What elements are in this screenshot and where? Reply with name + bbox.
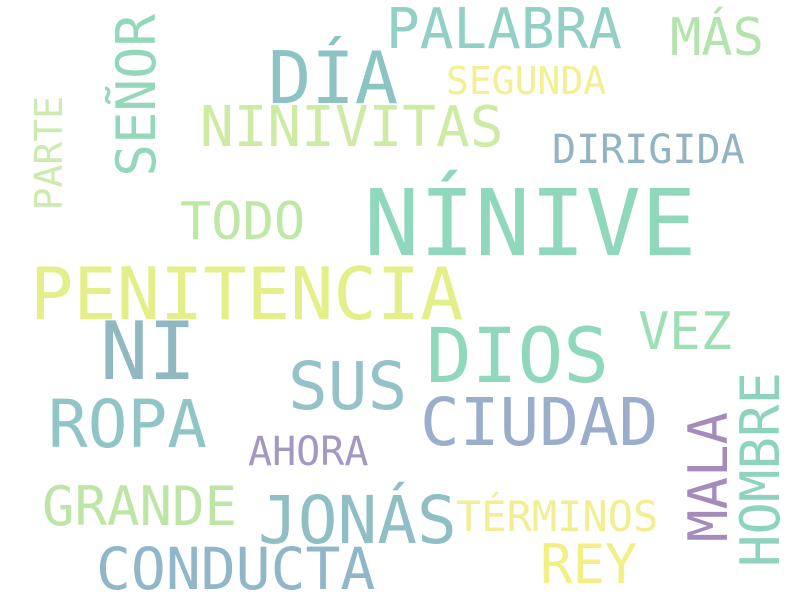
word-hombre: HOMBRE: [729, 372, 792, 568]
word-ciudad: CIUDAD: [420, 384, 659, 461]
word-dirigida: DIRIGIDA: [552, 127, 745, 173]
word-ninive: NÍNIVE: [364, 170, 697, 277]
word-dia: DÍA: [268, 36, 399, 120]
word-palabra: PALABRA: [386, 0, 623, 62]
word-parte: PARTE: [27, 96, 71, 211]
word-senor: SEÑOR: [105, 14, 168, 177]
word-penitencia: PENITENCIA: [30, 252, 464, 336]
word-jonas: JONÁS: [258, 482, 457, 559]
word-terminos: TÉRMINOS: [456, 492, 659, 541]
word-dios: DIOS: [426, 311, 610, 400]
word-ninivitas: NINIVITAS: [200, 95, 504, 160]
word-mas: MÁS: [670, 8, 764, 68]
word-rey: REY: [540, 533, 638, 596]
word-conducta: CONDUCTA: [96, 535, 376, 603]
word-sus: SUS: [288, 348, 408, 425]
word-mala: MALA: [677, 412, 740, 543]
word-ropa: ROPA: [48, 386, 207, 463]
word-ahora: AHORA: [248, 429, 369, 475]
word-ni: NI: [100, 305, 197, 398]
word-grande: GRANDE: [42, 475, 238, 538]
word-segunda: SEGUNDA: [446, 59, 607, 103]
word-todo: TODO: [180, 192, 306, 252]
word-vez: VEZ: [638, 302, 732, 362]
